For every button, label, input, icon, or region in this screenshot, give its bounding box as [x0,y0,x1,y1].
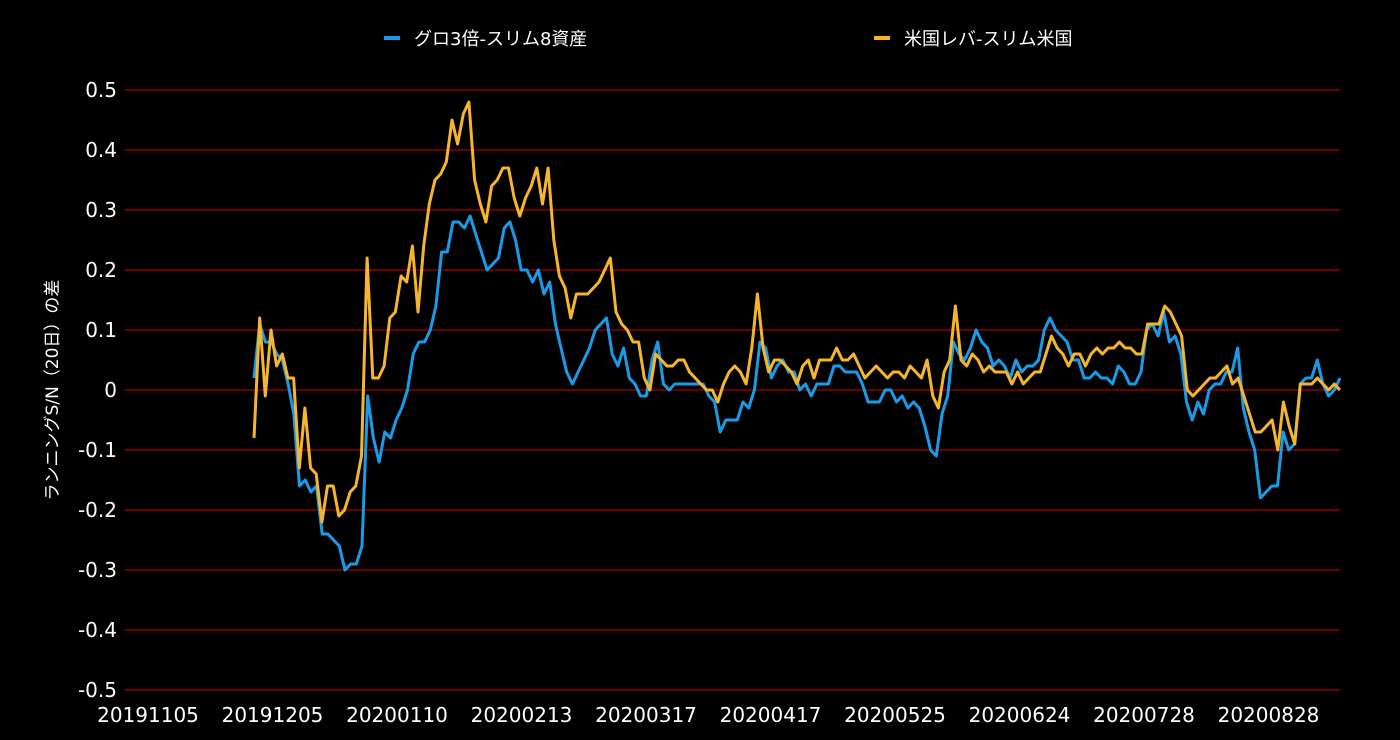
y-axis-title: ランニングS/N（20日）の差 [43,280,63,501]
y-tick-label: 0 [104,378,117,402]
x-tick-label: 20200417 [720,703,822,727]
x-tick-label: 20200828 [1218,703,1320,727]
y-tick-label: 0.1 [85,318,117,342]
x-tick-label: 20191205 [222,703,324,727]
x-tick-label: 20191105 [97,703,199,727]
y-tick-label: -0.2 [78,498,117,522]
gridlines [125,89,1340,691]
legend: グロ3倍-スリム8資産 米国レバ-スリム米国 [384,29,1073,50]
x-tick-label: 20200317 [595,703,697,727]
x-axis-tick-labels: 20191105 20191205 20200110 20200213 20200317… [97,703,1319,727]
y-tick-label: 0.2 [85,258,117,282]
x-tick-label: 20200624 [969,703,1071,727]
x-tick-label: 20200525 [844,703,946,727]
y-tick-label: 0.4 [85,138,117,162]
y-tick-label: 0.3 [85,198,117,222]
series-line-2 [252,100,1342,524]
y-tick-label: 0.5 [85,78,117,102]
y-tick-label: -0.4 [78,618,117,642]
x-tick-label: 20200213 [471,703,573,727]
legend-label: 米国レバ-スリム米国 [904,29,1073,50]
legend-label: グロ3倍-スリム8資産 [414,29,587,50]
y-axis-tick-labels: 0.5 0.4 0.3 0.2 0.1 0 -0.1 -0.2 -0.3 -0.4 -0.5 [78,78,117,702]
y-tick-label: -0.3 [78,558,117,582]
y-tick-label: -0.1 [78,438,117,462]
x-tick-label: 20200728 [1093,703,1195,727]
y-tick-label: -0.5 [78,678,117,702]
series-lines [252,100,1342,572]
x-tick-label: 20200110 [346,703,448,727]
